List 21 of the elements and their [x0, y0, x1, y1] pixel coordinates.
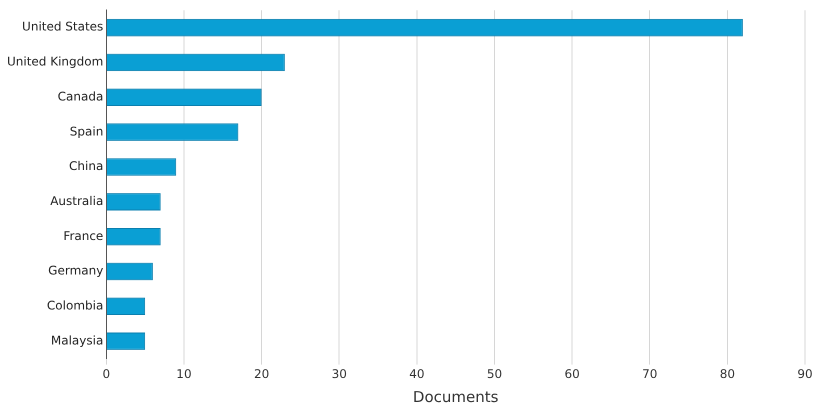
- x-tick-label: 60: [564, 366, 580, 381]
- x-tick-label: 40: [409, 366, 424, 381]
- y-tick-label: France: [63, 228, 104, 243]
- y-tick-label: Germany: [48, 264, 104, 278]
- x-tick-label: 30: [332, 366, 347, 381]
- y-tick-label: Malaysia: [50, 333, 104, 348]
- x-tick-label: 20: [254, 366, 270, 381]
- y-tick-label: Canada: [58, 89, 104, 104]
- y-tick-label: Spain: [70, 124, 104, 138]
- x-tick-label: 10: [176, 366, 192, 381]
- x-tick-label: 70: [642, 366, 658, 381]
- x-tick-label: 80: [720, 366, 736, 381]
- x-tick-label: 50: [486, 366, 502, 381]
- y-tick-label: United States: [22, 20, 104, 34]
- y-tick-label: Australia: [50, 194, 104, 208]
- y-tick-label: China: [69, 159, 104, 174]
- y-tick-label: Colombia: [46, 298, 104, 312]
- y-tick-label: United Kingdom: [6, 54, 104, 69]
- x-axis-title: Documents: [412, 388, 499, 406]
- x-tick-label: 0: [102, 366, 110, 381]
- x-tick-label: 90: [797, 366, 813, 381]
